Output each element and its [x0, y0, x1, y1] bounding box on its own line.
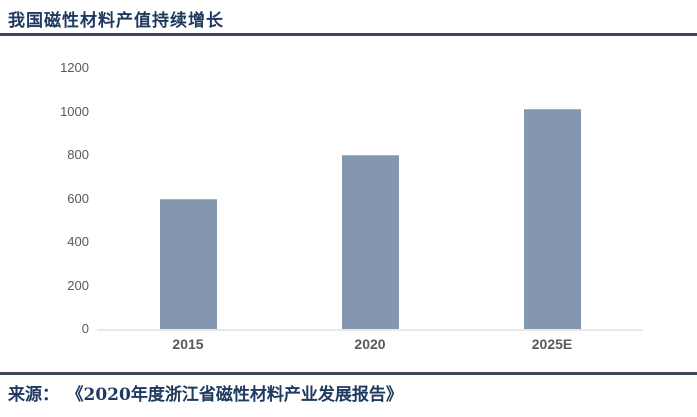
y-tick-label: 1200 [60, 60, 89, 75]
x-tick-label: 2015 [172, 336, 204, 352]
bottom-divider-rule [0, 372, 697, 375]
x-tick-label: 2020 [354, 336, 386, 352]
source-line: 来源： 《2020年度浙江省磁性材料产业发展报告》 [8, 380, 403, 405]
source-text: 《2020年度浙江省磁性材料产业发展报告》 [75, 385, 403, 405]
y-tick-label: 0 [81, 321, 89, 336]
bar-2015 [159, 198, 217, 329]
y-tick-label: 800 [67, 147, 89, 162]
y-axis: 0 200 400 600 800 1000 1200 [40, 60, 89, 336]
plot-area [97, 68, 643, 331]
top-divider-rule [0, 33, 697, 36]
x-tick-label: 2025E [531, 336, 573, 352]
y-tick-label: 600 [67, 190, 89, 206]
y-tick-label: 200 [67, 277, 89, 293]
y-tick-label: 400 [67, 234, 89, 249]
source-label: 来源： [8, 385, 59, 405]
bar-2025E [523, 109, 581, 329]
chart-title: 我国磁性材料产值持续增长 [8, 11, 224, 31]
y-tick-label: 1000 [60, 103, 89, 119]
x-axis: 2015 2020 2025E [97, 336, 643, 352]
bar-2020 [341, 155, 399, 329]
